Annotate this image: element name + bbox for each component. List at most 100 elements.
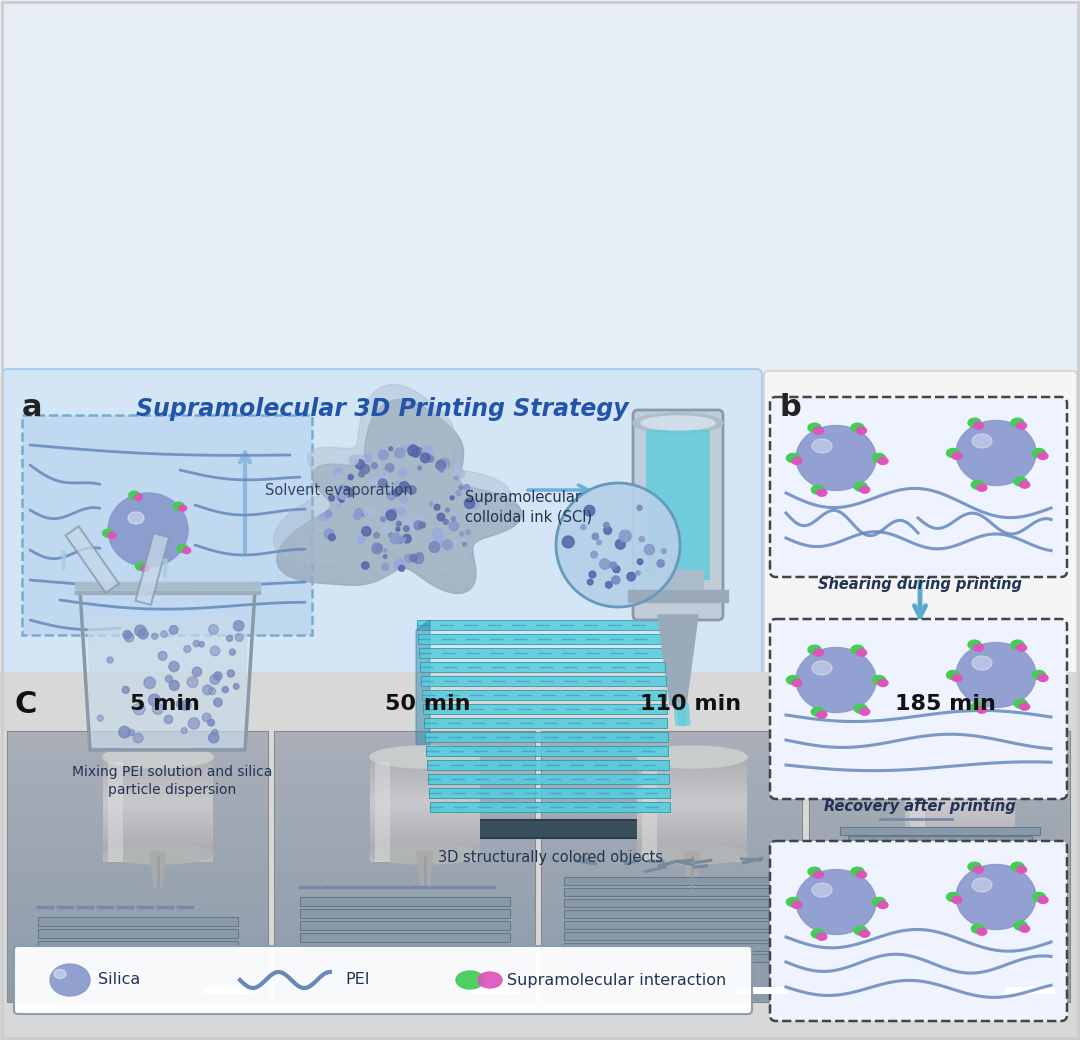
Bar xyxy=(8,836,268,837)
Bar xyxy=(542,788,802,789)
Bar xyxy=(542,818,802,820)
Bar xyxy=(810,939,1070,940)
Bar xyxy=(810,933,1070,934)
Bar xyxy=(275,891,535,892)
Polygon shape xyxy=(276,399,522,594)
Circle shape xyxy=(442,464,448,470)
Bar xyxy=(275,831,535,832)
Bar xyxy=(8,822,268,824)
Bar xyxy=(810,965,1070,966)
Bar xyxy=(8,968,268,969)
Bar xyxy=(810,986,1070,987)
Bar xyxy=(8,934,268,935)
Circle shape xyxy=(168,661,179,672)
Bar xyxy=(103,842,213,843)
Bar xyxy=(810,910,1070,911)
Bar xyxy=(810,803,1070,804)
Bar xyxy=(810,860,1070,861)
Circle shape xyxy=(187,677,198,687)
Bar xyxy=(370,789,480,790)
Circle shape xyxy=(349,456,359,465)
FancyBboxPatch shape xyxy=(896,890,984,898)
Bar xyxy=(542,864,802,865)
Bar xyxy=(810,900,1070,902)
Bar xyxy=(810,753,1070,754)
Circle shape xyxy=(144,677,156,688)
Ellipse shape xyxy=(808,423,821,433)
Bar xyxy=(905,810,1015,811)
Circle shape xyxy=(170,680,179,691)
Bar xyxy=(275,743,535,745)
Bar xyxy=(542,952,802,954)
Bar xyxy=(103,764,213,765)
Bar xyxy=(8,920,268,921)
Bar xyxy=(8,785,268,786)
Bar xyxy=(370,809,480,810)
Bar xyxy=(8,890,268,891)
Ellipse shape xyxy=(370,746,480,768)
Circle shape xyxy=(390,534,401,544)
Bar xyxy=(8,745,268,747)
Circle shape xyxy=(364,508,375,518)
Bar xyxy=(275,813,535,814)
Bar xyxy=(810,740,1070,742)
FancyBboxPatch shape xyxy=(840,827,1040,835)
Bar xyxy=(8,796,268,798)
Bar xyxy=(810,751,1070,752)
Bar xyxy=(810,795,1070,797)
Bar xyxy=(542,737,802,738)
Bar xyxy=(542,924,802,926)
Ellipse shape xyxy=(971,702,984,711)
Ellipse shape xyxy=(956,643,1036,707)
Circle shape xyxy=(611,576,620,584)
Bar xyxy=(905,768,1015,770)
Circle shape xyxy=(389,534,393,537)
Bar xyxy=(275,784,535,785)
Bar xyxy=(810,971,1070,972)
Circle shape xyxy=(378,478,387,488)
Bar xyxy=(8,792,268,795)
Bar xyxy=(103,762,213,763)
Bar xyxy=(810,948,1070,950)
Bar xyxy=(8,862,268,863)
Bar xyxy=(542,799,802,800)
Bar xyxy=(542,787,802,788)
Bar xyxy=(542,922,802,924)
Bar xyxy=(905,829,1015,830)
Bar xyxy=(103,783,213,784)
Bar xyxy=(8,878,268,879)
Circle shape xyxy=(410,444,416,450)
Bar xyxy=(8,924,268,925)
Circle shape xyxy=(619,530,631,542)
Bar xyxy=(542,826,802,827)
Bar xyxy=(637,828,747,829)
Bar xyxy=(8,940,268,941)
Bar xyxy=(8,961,268,962)
Bar xyxy=(370,848,480,850)
Circle shape xyxy=(417,525,420,528)
Bar xyxy=(637,762,747,763)
Bar xyxy=(810,788,1070,789)
Bar xyxy=(8,849,268,851)
Bar xyxy=(637,821,747,823)
Bar xyxy=(810,868,1070,869)
Bar xyxy=(810,879,1070,880)
Bar xyxy=(8,779,268,780)
Bar xyxy=(810,882,1070,883)
Bar xyxy=(905,776,1015,777)
Bar xyxy=(8,775,268,776)
Bar xyxy=(810,988,1070,989)
Bar xyxy=(810,771,1070,772)
Circle shape xyxy=(369,508,374,512)
Bar xyxy=(275,957,535,958)
Bar xyxy=(8,813,268,814)
Bar xyxy=(810,987,1070,988)
Circle shape xyxy=(180,704,187,710)
Ellipse shape xyxy=(633,413,723,433)
Bar xyxy=(370,838,480,839)
Bar xyxy=(810,883,1070,884)
Bar xyxy=(8,761,268,762)
Bar xyxy=(542,765,802,766)
Ellipse shape xyxy=(811,929,824,938)
Bar xyxy=(275,985,535,986)
